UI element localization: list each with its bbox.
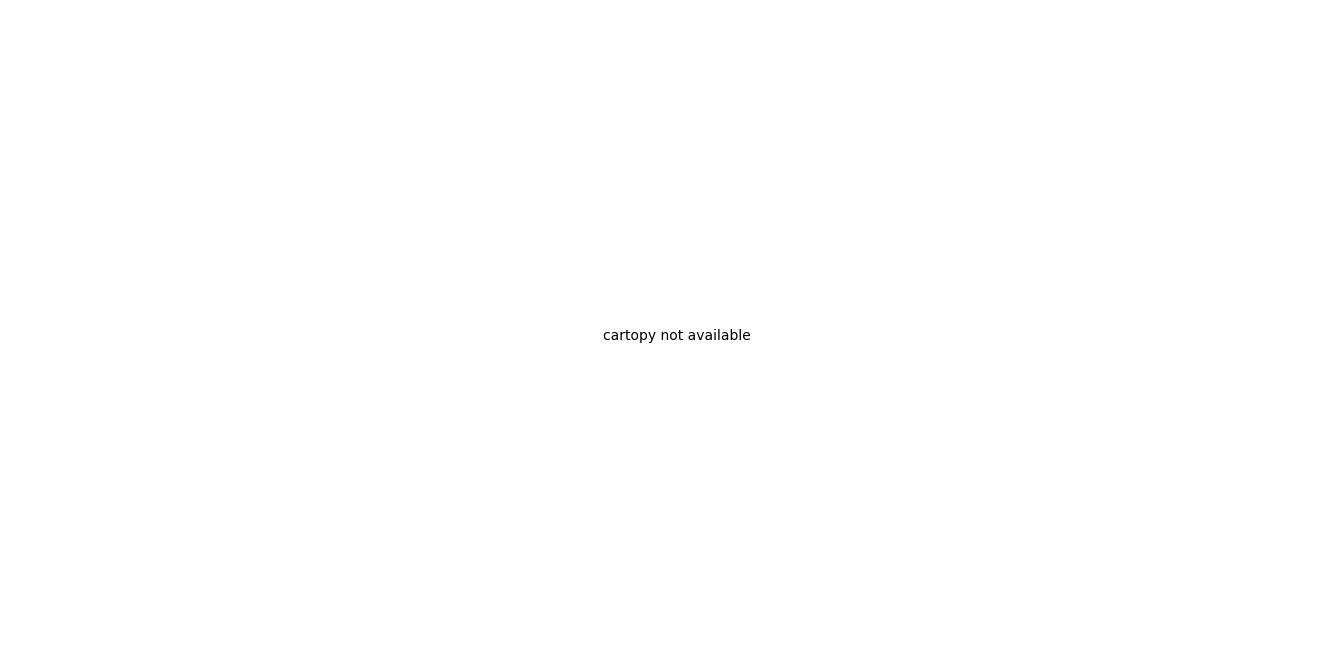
Text: cartopy not available: cartopy not available: [603, 329, 750, 343]
